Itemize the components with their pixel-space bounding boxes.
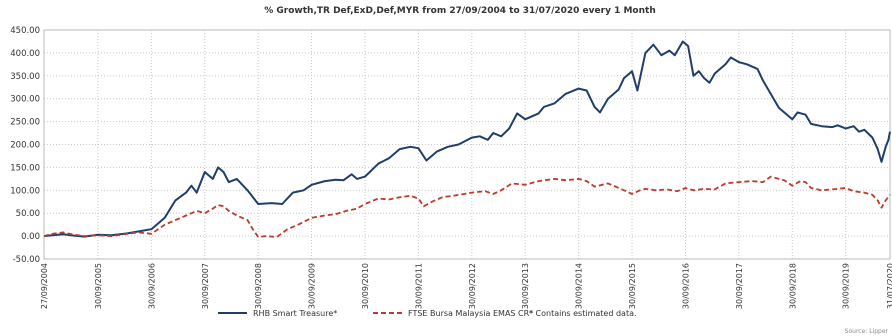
series-line-ftse (43, 175, 891, 238)
x-tick-label: 30/09/2014 (575, 263, 584, 309)
legend-label-rhb: RHB Smart Treasure* (253, 309, 337, 318)
series-lines (43, 40, 891, 238)
y-tick-label: 300.00 (10, 95, 40, 105)
x-tick-label: 30/09/2007 (201, 263, 210, 309)
y-tick-label: 250.00 (10, 118, 40, 128)
legend-label-ftse: FTSE Bursa Malaysia EMAS CR* (408, 309, 533, 318)
y-tick-label: -50.00 (13, 255, 40, 265)
y-tick-label: 350.00 (10, 72, 40, 82)
x-tick-label: 27/09/2004 (40, 263, 49, 309)
y-tick-label: 200.00 (10, 141, 40, 151)
x-tick-label: 30/09/2017 (735, 263, 744, 309)
x-tick-label: 30/09/2011 (414, 263, 423, 309)
x-tick-label: 30/09/2019 (842, 263, 851, 309)
x-tick-label: 30/09/2006 (147, 263, 156, 309)
x-tick-label: 30/09/2009 (308, 263, 317, 309)
x-tick-label: 30/09/2018 (788, 263, 797, 309)
y-axis: 450.00 400.00 350.00 300.00 250.00 200.00 150.… (10, 26, 40, 265)
x-tick-label: 31/07/2020 (886, 263, 892, 309)
x-axis: 27/09/2004 30/09/2005 30/09/2006 30/09/2007… (40, 263, 892, 309)
x-tick-label: 30/09/2016 (681, 263, 690, 309)
y-tick-label: 150.00 (10, 163, 40, 173)
y-tick-label: 450.00 (10, 26, 40, 36)
x-tick-label: 30/09/2005 (94, 263, 103, 309)
source-label: Source: Lipper (845, 328, 889, 335)
x-tick-label: 30/09/2010 (361, 263, 370, 309)
series-line-rhb (43, 40, 891, 238)
x-tick-label: 30/09/2015 (628, 263, 637, 309)
y-tick-label: 50.00 (16, 209, 40, 219)
footnote: * Contains estimated data. (529, 309, 637, 318)
x-tick-label: 30/09/2012 (468, 263, 477, 309)
x-tick-label: 30/09/2013 (521, 263, 530, 309)
chart-title: % Growth,TR Def,ExD,Def,MYR from 27/09/2… (264, 6, 655, 16)
legend: RHB Smart Treasure* FTSE Bursa Malaysia … (218, 309, 637, 318)
grid (43, 29, 891, 260)
y-tick-label: 0.00 (21, 232, 40, 242)
y-tick-label: 400.00 (10, 49, 40, 59)
x-tick-label: 30/09/2008 (254, 263, 263, 309)
y-tick-label: 100.00 (10, 186, 40, 196)
plot-frame (43, 29, 891, 260)
